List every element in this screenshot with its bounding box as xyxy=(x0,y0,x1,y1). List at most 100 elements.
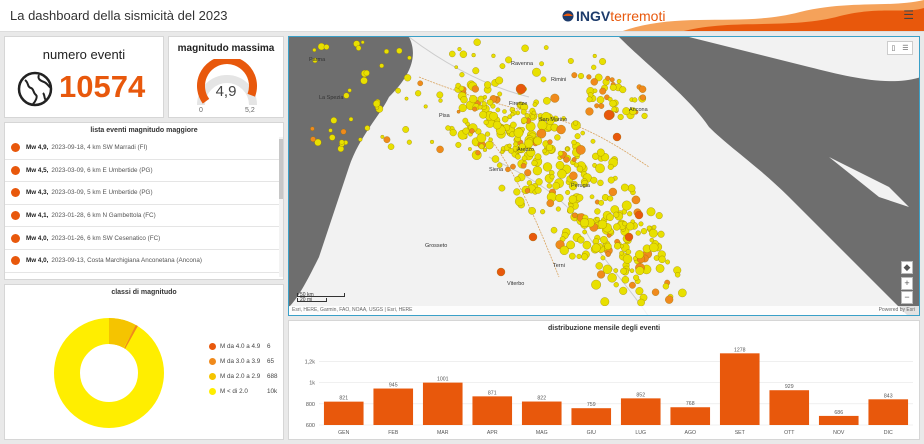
earthquake-marker[interactable] xyxy=(514,176,521,183)
earthquake-marker[interactable] xyxy=(563,156,570,163)
earthquake-marker[interactable] xyxy=(471,85,479,93)
earthquake-marker[interactable] xyxy=(580,218,590,228)
earthquake-marker[interactable] xyxy=(454,65,459,69)
earthquake-marker[interactable] xyxy=(484,81,492,89)
earthquake-marker[interactable] xyxy=(436,145,444,154)
earthquake-marker[interactable] xyxy=(600,297,610,307)
earthquake-marker[interactable] xyxy=(532,166,542,176)
earthquake-marker[interactable] xyxy=(459,50,468,58)
earthquake-marker[interactable] xyxy=(330,117,338,124)
earthquake-marker[interactable] xyxy=(555,206,561,212)
earthquake-marker[interactable] xyxy=(633,274,640,281)
earthquake-marker[interactable] xyxy=(492,120,502,130)
earthquake-marker[interactable] xyxy=(438,98,443,103)
earthquake-marker[interactable] xyxy=(596,96,605,104)
earthquake-marker[interactable] xyxy=(546,144,554,152)
earthquake-marker[interactable] xyxy=(621,200,632,211)
earthquake-marker[interactable] xyxy=(614,242,622,250)
earthquake-marker[interactable] xyxy=(619,250,624,256)
earthquake-marker[interactable] xyxy=(543,45,549,50)
earthquake-marker[interactable] xyxy=(524,188,531,194)
earthquake-marker[interactable] xyxy=(574,133,581,140)
earthquake-marker[interactable] xyxy=(646,225,652,231)
earthquake-marker[interactable] xyxy=(449,129,457,137)
earthquake-marker[interactable] xyxy=(417,80,424,87)
earthquake-marker[interactable] xyxy=(540,76,547,83)
earthquake-marker[interactable] xyxy=(510,112,515,117)
earthquake-marker[interactable] xyxy=(569,171,578,180)
list-item[interactable]: Mw 4,3, 2023-03-09, 5 km E Umbertide (PG) xyxy=(5,182,283,205)
bar-lug[interactable] xyxy=(620,398,661,425)
earthquake-marker[interactable] xyxy=(484,131,491,137)
earthquake-marker[interactable] xyxy=(559,245,569,255)
earthquake-marker[interactable] xyxy=(589,194,595,200)
earthquake-marker[interactable] xyxy=(540,209,546,215)
earthquake-marker[interactable] xyxy=(495,107,501,113)
earthquake-marker[interactable] xyxy=(498,184,506,192)
earthquake-marker[interactable] xyxy=(520,163,527,169)
earthquake-marker[interactable] xyxy=(491,53,496,58)
earthquake-marker[interactable] xyxy=(510,121,517,129)
earthquake-marker[interactable] xyxy=(555,161,565,170)
earthquake-marker[interactable] xyxy=(360,77,368,85)
earthquake-marker[interactable] xyxy=(600,255,606,261)
earthquake-marker[interactable] xyxy=(639,94,646,101)
earthquake-marker[interactable] xyxy=(373,100,381,108)
zoom-in-button[interactable]: + xyxy=(901,277,913,290)
earthquake-marker[interactable] xyxy=(546,183,553,189)
earthquake-marker[interactable] xyxy=(497,91,503,97)
earthquake-marker[interactable] xyxy=(631,195,641,205)
earthquake-marker[interactable] xyxy=(402,126,410,133)
earthquake-marker[interactable] xyxy=(640,228,648,235)
earthquake-marker[interactable] xyxy=(627,211,633,217)
earthquake-marker[interactable] xyxy=(568,181,578,191)
earthquake-marker[interactable] xyxy=(651,288,660,296)
earthquake-marker[interactable] xyxy=(635,250,644,259)
earthquake-marker[interactable] xyxy=(513,127,524,138)
earthquake-marker[interactable] xyxy=(485,140,494,150)
earthquake-marker[interactable] xyxy=(620,183,629,192)
earthquake-marker[interactable] xyxy=(665,295,674,304)
earthquake-marker[interactable] xyxy=(502,109,507,114)
earthquake-marker[interactable] xyxy=(592,152,600,160)
earthquake-marker[interactable] xyxy=(678,288,687,298)
earthquake-marker[interactable] xyxy=(486,99,494,106)
earthquake-marker[interactable] xyxy=(340,128,347,135)
earthquake-marker[interactable] xyxy=(457,47,462,52)
earthquake-marker[interactable] xyxy=(597,179,604,186)
earthquake-marker[interactable] xyxy=(310,126,315,131)
earthquake-marker[interactable] xyxy=(314,138,322,147)
earthquake-marker[interactable] xyxy=(608,187,618,197)
earthquake-marker[interactable] xyxy=(597,219,608,229)
earthquake-marker[interactable] xyxy=(482,95,487,100)
earthquake-marker[interactable] xyxy=(339,139,345,145)
earthquake-marker[interactable] xyxy=(514,196,525,207)
earthquake-marker[interactable] xyxy=(582,229,587,235)
list-item[interactable]: Mw 4,5, 2023-03-09, 6 km E Umbertide (PG) xyxy=(5,160,283,183)
earthquake-marker[interactable] xyxy=(501,115,509,123)
earthquake-marker[interactable] xyxy=(597,270,606,279)
earthquake-marker[interactable] xyxy=(475,150,481,156)
earthquake-marker[interactable] xyxy=(567,206,575,214)
earthquake-marker[interactable] xyxy=(622,107,631,116)
earthquake-marker[interactable] xyxy=(605,75,611,81)
earthquake-marker[interactable] xyxy=(462,127,470,135)
earthquake-marker[interactable] xyxy=(638,85,647,93)
earthquake-marker[interactable] xyxy=(566,240,575,250)
earthquake-marker[interactable] xyxy=(567,58,574,64)
seismicity-map[interactable]: Pisa Firenze Siena Grosseto Perugia Anco… xyxy=(288,36,920,316)
earthquake-marker[interactable] xyxy=(582,240,592,250)
earthquake-marker[interactable] xyxy=(526,148,536,157)
earthquake-marker[interactable] xyxy=(625,249,632,255)
earthquake-marker[interactable] xyxy=(407,55,412,60)
earthquake-marker[interactable] xyxy=(395,87,401,94)
earthquake-marker[interactable] xyxy=(550,93,560,103)
bar-mag[interactable] xyxy=(521,401,562,425)
earthquake-marker[interactable] xyxy=(602,264,613,274)
bar-ago[interactable] xyxy=(670,407,711,425)
earthquake-marker[interactable] xyxy=(510,163,516,170)
earthquake-marker[interactable] xyxy=(546,199,555,208)
list-item[interactable]: Mw 4,0, 2023-01-26, 6 km SW Cesenatico (F… xyxy=(5,227,283,250)
earthquake-marker[interactable] xyxy=(328,128,333,133)
earthquake-marker[interactable] xyxy=(613,211,620,218)
